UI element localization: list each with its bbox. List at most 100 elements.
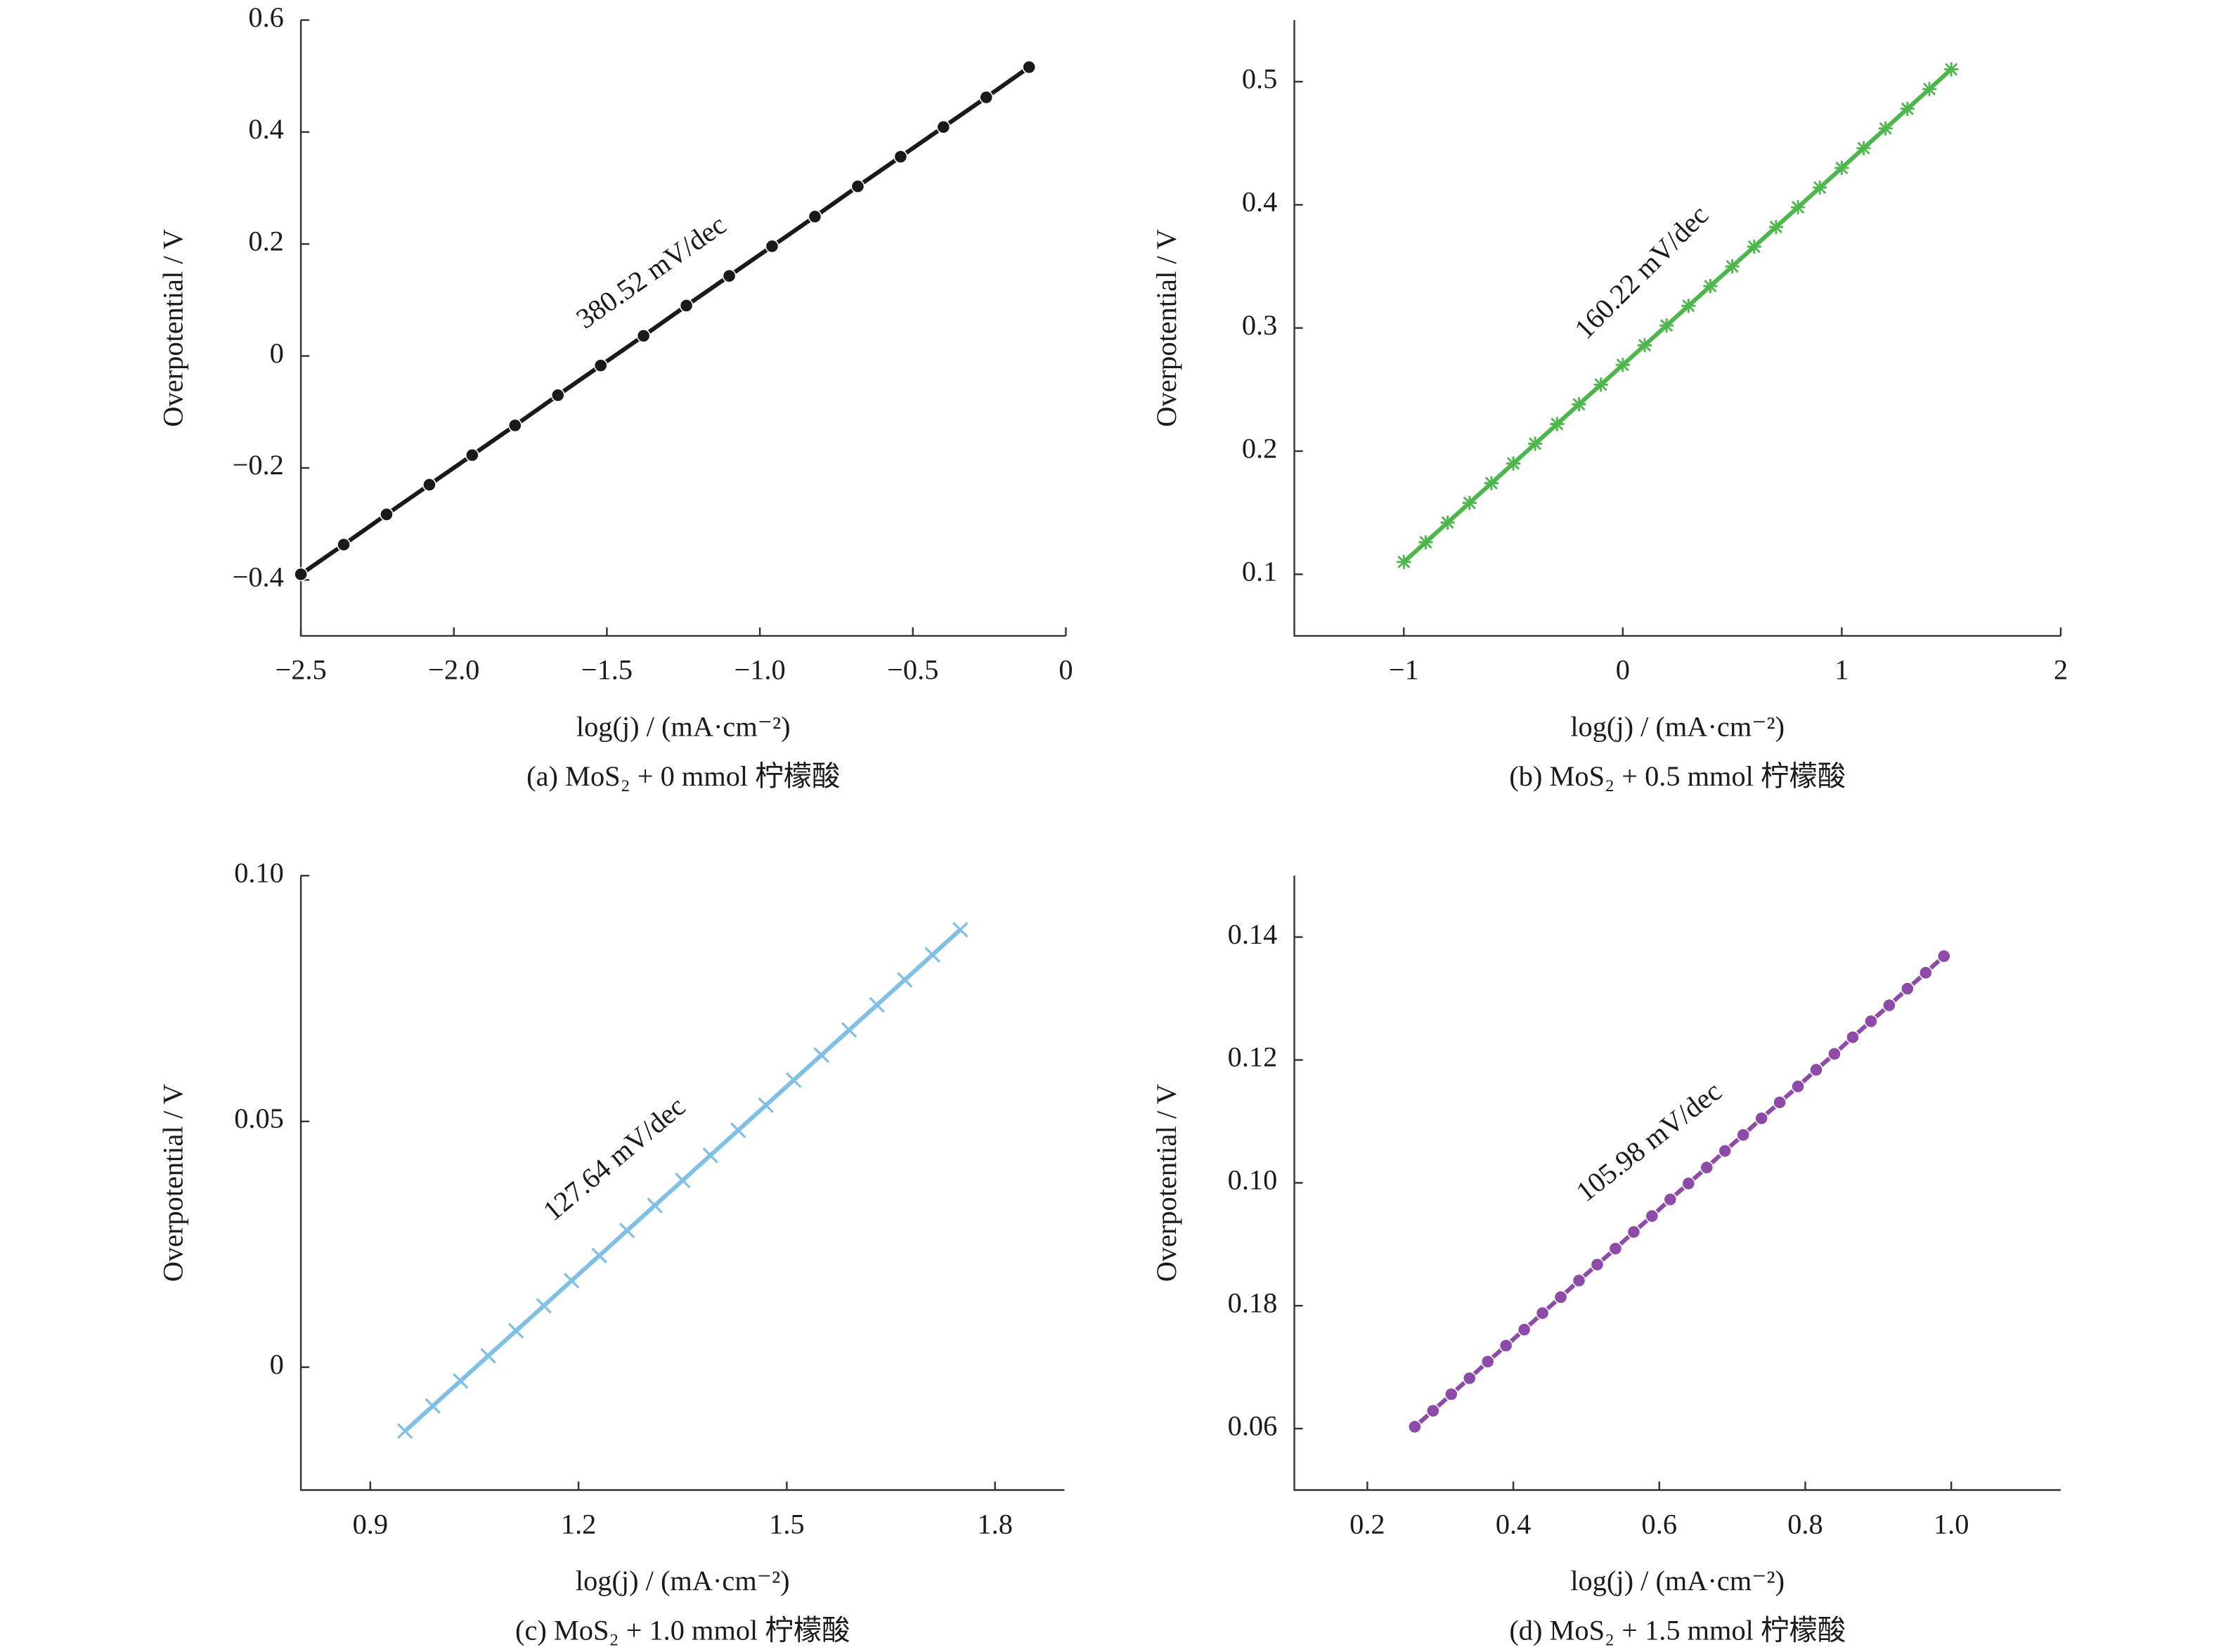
- y-tick-label: 0.06: [1228, 1410, 1278, 1441]
- data-point: [1827, 1046, 1841, 1061]
- data-point: [1626, 1225, 1641, 1240]
- x-axis-label: log(j) / (mA·cm⁻²): [576, 1565, 790, 1596]
- data-point: [1645, 1209, 1659, 1223]
- data-point: [1918, 965, 1933, 980]
- y-axis-label: Overpotential / V: [157, 229, 189, 427]
- x-tick-label: 0.2: [1349, 1508, 1385, 1540]
- data-point: [1791, 1079, 1805, 1093]
- data-point: [422, 477, 436, 492]
- data-point: [1747, 239, 1761, 254]
- data-point: [452, 1372, 469, 1389]
- data-point: [294, 567, 308, 582]
- data-point: [1790, 200, 1806, 215]
- y-tick-label: 0.3: [1242, 309, 1277, 341]
- y-tick-label: 0.6: [248, 1, 283, 33]
- slope-annotation: 380.52 mV/dec: [571, 209, 732, 335]
- data-point: [593, 358, 608, 373]
- data-point: [936, 119, 951, 134]
- y-tick-label: 0.2: [1242, 432, 1277, 464]
- trend-line: [1413, 954, 1946, 1429]
- data-point: [1572, 1273, 1586, 1288]
- data-point: [396, 1423, 413, 1439]
- data-point: [507, 1322, 524, 1339]
- data-point: [850, 179, 865, 194]
- x-tick-label: 0: [1059, 654, 1073, 686]
- data-point: [1813, 180, 1827, 195]
- y-tick-label: 0.5: [1242, 63, 1277, 94]
- data-point: [480, 1348, 496, 1364]
- data-point: [1663, 1192, 1678, 1207]
- data-point: [1462, 1371, 1477, 1386]
- data-point: [1754, 1111, 1769, 1126]
- data-point: [1572, 397, 1586, 412]
- caption: (b) MoS₂ + 0.5 mmol 柠檬酸: [1509, 760, 1846, 792]
- data-point: [1773, 1095, 1787, 1110]
- x-axis-label: log(j) / (mA·cm⁻²): [1570, 710, 1785, 742]
- y-tick-label: −0.2: [233, 449, 284, 481]
- data-point: [1736, 1128, 1751, 1143]
- chart-panel: −2.5 −2.0 −1.5 −1.0 −0.5 0 −0.4 −0.2 0 0.2 0.4 0.6 l…: [157, 1, 1073, 792]
- data-point: [952, 921, 969, 938]
- data-point: [1418, 535, 1433, 549]
- x-tick-label: 0.9: [353, 1508, 388, 1540]
- x-tick-label: −1.0: [734, 654, 785, 686]
- slope-annotation: 127.64 mV/dec: [537, 1091, 692, 1227]
- data-point: [869, 996, 886, 1013]
- data-point: [591, 1247, 607, 1264]
- slope-annotation: 160.22 mV/dec: [1568, 199, 1714, 345]
- chart-panel: −1 0 1 2 0.1 0.2 0.3 0.4 0.5 log(j) / (mA·cm⁻²) (b…: [1151, 20, 2068, 792]
- data-point: [1846, 1030, 1860, 1045]
- x-tick-label: −1: [1389, 654, 1419, 686]
- data-point: [1936, 949, 1951, 963]
- y-axis-label: Overpotential / V: [1151, 229, 1182, 427]
- data-point: [1462, 495, 1477, 510]
- data-point: [1484, 476, 1499, 490]
- y-tick-label: 0.4: [248, 113, 283, 145]
- y-tick-label: 0: [270, 337, 284, 369]
- x-tick-label: 1: [1834, 654, 1849, 686]
- x-axis-label: log(j) / (mA·cm⁻²): [576, 710, 791, 742]
- data-point: [1517, 1322, 1532, 1337]
- data-point: [1608, 1241, 1623, 1256]
- data-point: [337, 538, 351, 552]
- data-point: [1022, 60, 1037, 74]
- x-tick-label: 1.2: [561, 1508, 596, 1540]
- y-tick-label: 0.14: [1228, 918, 1278, 950]
- x-tick-label: 1.5: [769, 1508, 804, 1540]
- caption: (c) MoS₂ + 1.0 mmol 柠檬酸: [515, 1615, 850, 1646]
- data-point: [1397, 554, 1411, 569]
- data-point: [1444, 1387, 1458, 1401]
- x-tick-label: −1.5: [581, 654, 633, 686]
- data-point: [507, 418, 522, 433]
- data-point: [563, 1273, 580, 1289]
- axis-line: [1293, 20, 2061, 637]
- x-tick-label: −0.5: [887, 654, 938, 686]
- data-point: [1593, 377, 1608, 392]
- data-point: [619, 1222, 635, 1239]
- y-tick-label: 0.18: [1228, 1287, 1278, 1318]
- chart-panel: 0.9 1.2 1.5 1.8 0 0.05 0.10 log(j) / (mA·cm⁻²) (…: [157, 857, 1065, 1646]
- data-point: [1718, 1143, 1733, 1158]
- data-point: [808, 209, 822, 224]
- data-point: [979, 90, 994, 105]
- y-tick-label: 0.12: [1228, 1041, 1278, 1073]
- data-point: [1900, 101, 1915, 116]
- x-tick-label: −2.5: [275, 654, 326, 686]
- data-point: [380, 507, 394, 521]
- data-point: [1725, 259, 1740, 274]
- data-point: [1615, 358, 1630, 372]
- data-point: [1498, 1339, 1513, 1353]
- y-axis-label: Overpotential / V: [1151, 1084, 1182, 1282]
- y-tick-label: 0: [270, 1348, 284, 1380]
- data-point: [813, 1047, 830, 1063]
- data-point: [1768, 219, 1784, 235]
- axis-line: [299, 876, 1065, 1491]
- data-point: [636, 329, 651, 343]
- data-point: [1864, 1014, 1878, 1029]
- data-point: [1882, 998, 1896, 1013]
- data-point: [550, 388, 565, 403]
- axis-line: [299, 20, 1066, 637]
- data-point: [841, 1022, 857, 1039]
- caption: (a) MoS₂ + 0 mmol 柠檬酸: [526, 760, 840, 792]
- y-tick-label: 0.10: [1228, 1164, 1278, 1196]
